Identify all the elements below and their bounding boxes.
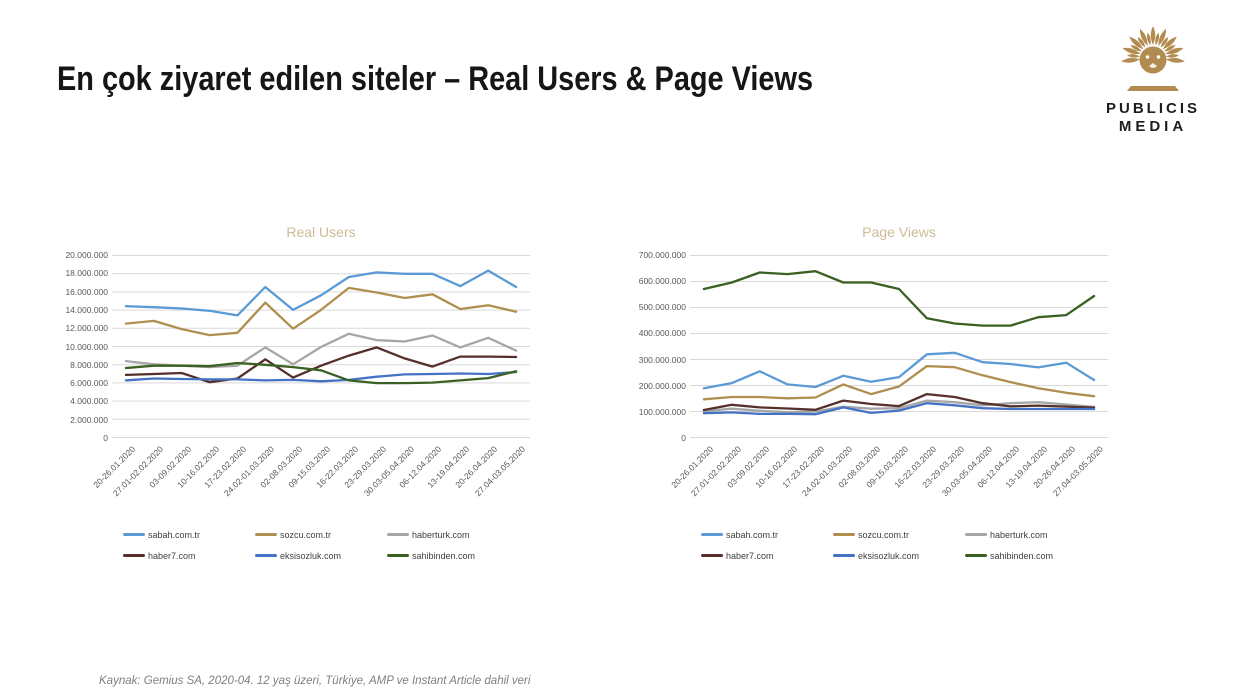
y-axis-label: 0 xyxy=(681,433,686,443)
y-axis-label: 600.000.000 xyxy=(638,276,686,287)
chart-title-real-users: Real Users xyxy=(286,224,356,240)
y-axis-label: 300.000.000 xyxy=(638,354,686,365)
real-users-chart: Real Users 20.000.000 18.000.000 16.000.00… xyxy=(54,222,559,582)
x-axis: 20-26.01.2020 27.01-02.02.2020 03-09.02.20… xyxy=(54,222,559,498)
y-axis: 20.000.000 18.000.000 16.000.000 14.000.000… xyxy=(54,222,108,482)
legend-line-swatch xyxy=(387,554,409,557)
series-line-eksisozluk.com xyxy=(702,402,1096,416)
legend-item-eksisozluk.com: eksisozluk.com xyxy=(255,545,387,566)
legend-item-haber7.com: haber7.com xyxy=(701,545,833,566)
legend-line-swatch xyxy=(833,554,855,557)
y-axis-label: 20.000.000 xyxy=(65,250,108,260)
logo-text-publicis: PUBLICIS xyxy=(1105,100,1200,117)
y-axis: 700.000.000 600.000.000 500.000.000 400.000… xyxy=(632,222,686,482)
legend-line-swatch xyxy=(123,554,145,557)
legend-line-swatch xyxy=(833,533,855,536)
series-line-sabah.com.tr xyxy=(124,269,518,317)
legend-label: haber7.com xyxy=(148,550,196,561)
y-axis-label: 400.000.000 xyxy=(638,328,686,339)
legend-label: sabah.com.tr xyxy=(148,529,201,540)
legend-label: sahibinden.com xyxy=(990,550,1054,561)
legend-item-sabah.com.tr: sabah.com.tr xyxy=(701,524,833,545)
legend-line-swatch xyxy=(255,533,277,536)
legend-line-swatch xyxy=(701,554,723,557)
source-note: Kaynak: Gemius SA, 2020-04. 12 yaş üzeri… xyxy=(99,675,531,687)
publicis-lion-icon xyxy=(1121,26,1185,91)
legend-label: sozcu.com.tr xyxy=(280,529,332,540)
legend-item-sozcu.com.tr: sozcu.com.tr xyxy=(833,524,965,545)
legend-item-haberturk.com: haberturk.com xyxy=(387,524,519,545)
legend-item-sozcu.com.tr: sozcu.com.tr xyxy=(255,524,387,545)
chart-title-page-views: Page Views xyxy=(862,224,936,240)
legend-label: haber7.com xyxy=(726,550,774,561)
y-axis-label: 100.000.000 xyxy=(638,406,686,417)
legend-label: haberturk.com xyxy=(990,529,1048,540)
y-axis-label: 0 xyxy=(103,433,108,443)
y-axis-label: 4.000.000 xyxy=(70,396,108,407)
legend-label: sahibinden.com xyxy=(412,550,476,561)
y-axis-label: 200.000.000 xyxy=(638,380,686,391)
legend-line-swatch xyxy=(255,554,277,557)
page-title: En çok ziyaret edilen siteler – Real Use… xyxy=(57,60,814,98)
y-axis-label: 14.000.000 xyxy=(65,304,108,315)
page-views-chart: Page Views 700.000.000 600.000.000 500.000… xyxy=(632,222,1137,582)
legend-line-swatch xyxy=(965,554,987,557)
legend-label: haberturk.com xyxy=(412,529,470,540)
legend: sabah.com.tr sozcu.com.tr haberturk.com hab… xyxy=(701,524,1101,566)
legend-item-haberturk.com: haberturk.com xyxy=(965,524,1097,545)
y-axis-label: 16.000.000 xyxy=(65,286,108,297)
legend: sabah.com.tr sozcu.com.tr haberturk.com hab… xyxy=(123,524,523,566)
y-axis-label: 8.000.000 xyxy=(70,359,108,370)
legend-line-swatch xyxy=(965,533,987,536)
logo-text-media: MEDIA xyxy=(1118,118,1188,135)
legend-line-swatch xyxy=(387,533,409,536)
legend-item-sahibinden.com: sahibinden.com xyxy=(965,545,1097,566)
y-axis-label: 700.000.000 xyxy=(638,250,686,260)
publicis-media-logo: PUBLICIS MEDIA xyxy=(1090,24,1216,135)
y-axis-label: 18.000.000 xyxy=(65,268,108,279)
series-line-haber7.com xyxy=(702,392,1096,412)
legend-item-haber7.com: haber7.com xyxy=(123,545,255,566)
series-line-haber7.com xyxy=(124,346,518,384)
series-line-eksisozluk.com xyxy=(124,370,518,383)
series-line-sabah.com.tr xyxy=(702,351,1096,390)
plot-area xyxy=(690,255,1108,438)
y-axis-label: 500.000.000 xyxy=(638,302,686,313)
series-line-sahibinden.com xyxy=(124,361,518,385)
series-line-sahibinden.com xyxy=(702,270,1096,327)
y-axis-label: 10.000.000 xyxy=(65,341,108,352)
series-line-sozcu.com.tr xyxy=(124,286,518,337)
plot-area xyxy=(112,255,530,438)
legend-label: eksisozluk.com xyxy=(858,550,920,561)
legend-item-sabah.com.tr: sabah.com.tr xyxy=(123,524,255,545)
legend-line-swatch xyxy=(701,533,723,536)
legend-label: eksisozluk.com xyxy=(280,550,342,561)
legend-item-eksisozluk.com: eksisozluk.com xyxy=(833,545,965,566)
y-axis-label: 2.000.000 xyxy=(70,414,108,425)
legend-item-sahibinden.com: sahibinden.com xyxy=(387,545,519,566)
series-line-haberturk.com xyxy=(702,399,1096,414)
y-axis-label: 6.000.000 xyxy=(70,378,108,389)
legend-label: sabah.com.tr xyxy=(726,529,779,540)
series-line-sozcu.com.tr xyxy=(702,364,1096,401)
legend-line-swatch xyxy=(123,533,145,536)
x-axis: 20-26.01.2020 27.01-02.02.2020 03-09.02.20… xyxy=(632,222,1137,498)
y-axis-label: 12.000.000 xyxy=(65,323,108,334)
legend-label: sozcu.com.tr xyxy=(858,529,910,540)
